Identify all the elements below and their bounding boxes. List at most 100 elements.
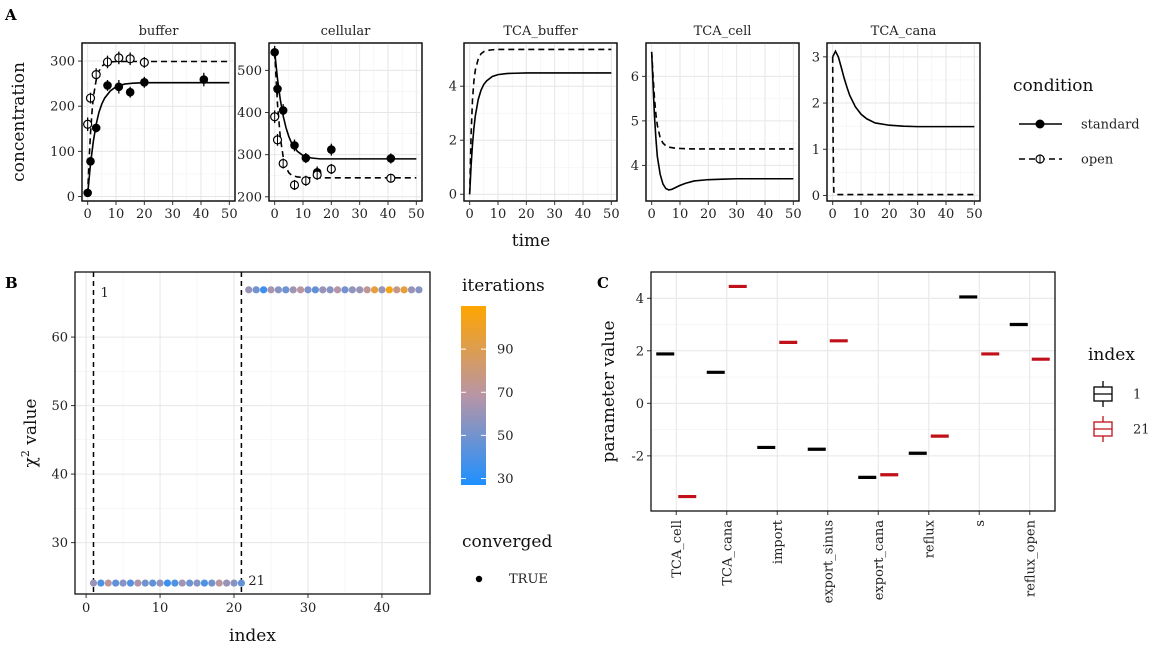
facet-strip-label: buffer <box>139 24 180 39</box>
scatter-point <box>126 579 135 587</box>
x-tick-label: 50 <box>966 207 983 222</box>
scatter-point <box>112 579 120 587</box>
scatter-point <box>319 286 327 294</box>
y-tick-label: 4 <box>636 292 644 307</box>
x-tick-label: TCA_cana <box>720 520 735 586</box>
facet-border <box>463 42 618 202</box>
x-tick-label: import <box>771 519 786 564</box>
x-tick-label: 30 <box>728 207 745 222</box>
y-axis-title-symbol: χ <box>21 457 41 467</box>
data-point-standard <box>273 84 282 94</box>
x-tick-label: 0 <box>82 601 90 616</box>
x-tick-label: 10 <box>672 207 689 222</box>
panel-label-c: C <box>597 274 609 292</box>
facet-strip-label: TCA_cana <box>871 24 937 39</box>
y-axis-title: concentration <box>9 62 29 182</box>
vline-label: 1 <box>100 286 108 301</box>
scatter-point <box>149 579 157 587</box>
legend-entry-label: standard <box>1081 118 1140 133</box>
scatter-point <box>104 579 112 587</box>
plot-background <box>75 272 430 594</box>
scatter-point <box>348 286 356 294</box>
plot-background <box>651 272 1055 511</box>
x-tick-label: 0 <box>648 207 656 222</box>
data-point-standard <box>327 145 336 154</box>
x-tick-label: 30 <box>909 207 926 222</box>
scatter-point <box>326 286 334 294</box>
panel-b-chi2-profile: 0 10 20 30 40 30 40 50 60 1 21 index χ2 value iterati… <box>19 271 552 646</box>
x-tick-label: 30 <box>351 207 368 222</box>
data-point-standard <box>114 82 124 92</box>
x-tick-label: 50 <box>785 207 802 222</box>
facet-strip-label: TCA_buffer <box>503 24 578 39</box>
x-tick-label: 20 <box>700 207 717 222</box>
x-tick-label: 0 <box>829 207 837 222</box>
x-tick-label: 20 <box>136 207 153 222</box>
data-point-standard <box>140 77 149 87</box>
legend-key-point <box>475 575 483 583</box>
scatter-point <box>370 286 379 294</box>
series-line-standard <box>831 49 975 128</box>
scatter-point <box>415 286 423 294</box>
scatter-point <box>407 286 416 294</box>
y-tick-label: 0 <box>449 188 457 203</box>
x-tick-label: s <box>973 520 988 527</box>
scatter-point <box>163 579 172 587</box>
y-axis-title-suffix: value <box>21 399 41 451</box>
y-tick-label: 400 <box>237 106 262 121</box>
y-tick-label: 100 <box>50 145 75 160</box>
series-line-standard <box>650 51 794 191</box>
scatter-point <box>230 579 238 587</box>
series-line-open <box>650 51 794 150</box>
scatter-point <box>378 286 386 294</box>
x-tick-label: 40 <box>193 207 210 222</box>
x-axis-title: time <box>512 231 550 251</box>
facet-TCA_cana: 0 10 20 30 40 50 0 1 2 3 TCA_cana <box>812 24 983 222</box>
x-tick-label: 40 <box>380 207 397 222</box>
scatter-point <box>237 579 246 587</box>
facet-cellular: 0 10 20 30 40 50 200 300 400 500 cellular <box>237 24 424 222</box>
scatter-point <box>200 579 209 587</box>
data-point-standard <box>278 106 288 115</box>
y-tick-label: 0 <box>67 190 75 205</box>
facet-border <box>81 42 236 202</box>
y-tick-label: 300 <box>50 55 75 70</box>
legend-key-marker-standard <box>1035 119 1045 129</box>
scatter-point <box>393 286 401 294</box>
scatter-point <box>89 579 98 587</box>
scatter-point <box>245 286 253 294</box>
facet-TCA_cell: 0 10 20 30 40 50 4 5 6 TCA_cell <box>631 24 802 222</box>
scatter-point <box>134 579 142 587</box>
panel-label-b: B <box>5 274 18 292</box>
scatter-point <box>215 579 223 587</box>
y-tick-label: 1 <box>812 143 820 158</box>
scatter-point <box>363 286 371 294</box>
scatter-point <box>333 286 342 294</box>
x-tick-label: reflux <box>922 519 937 558</box>
y-tick-label: 0 <box>636 397 644 412</box>
legend-index: index 1 21 <box>1088 345 1150 442</box>
scatter-point <box>385 286 393 294</box>
scatter-point <box>267 286 275 294</box>
y-tick-label: 3 <box>812 50 820 65</box>
y-tick-label: 2 <box>449 134 457 149</box>
x-tick-label: 10 <box>853 207 870 222</box>
scatter-point <box>97 579 105 587</box>
scatter-point <box>178 579 186 587</box>
scatter-point <box>274 286 282 294</box>
y-tick-label: 0 <box>812 189 820 204</box>
colorbar-tick-label: 30 <box>497 472 514 487</box>
x-tick-label: 20 <box>226 601 243 616</box>
y-axis-title: parameter value <box>599 320 619 462</box>
y-tick-label: 6 <box>631 70 639 85</box>
scatter-point <box>156 579 164 587</box>
x-tick-label: 30 <box>164 207 181 222</box>
y-tick-label: 30 <box>51 536 68 551</box>
data-point-standard <box>125 87 135 97</box>
x-tick-label: reflux_open <box>1023 519 1038 597</box>
x-tick-label: 40 <box>374 601 391 616</box>
x-tick-label: 10 <box>490 207 507 222</box>
x-tick-label: 20 <box>323 207 340 222</box>
